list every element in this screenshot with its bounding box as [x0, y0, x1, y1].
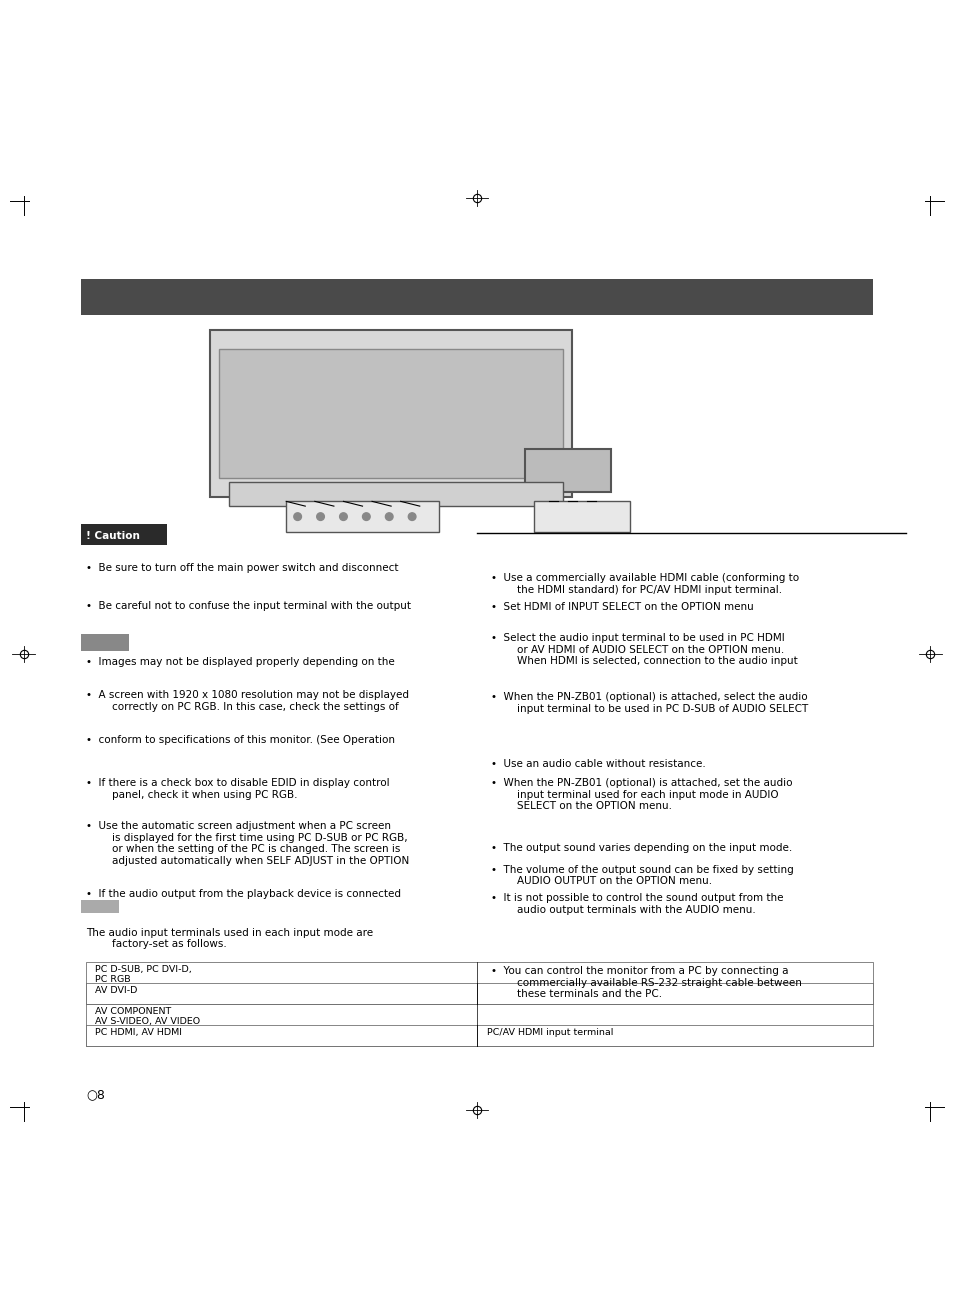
Bar: [86, 1005, 872, 1046]
Text: ! Caution: ! Caution: [86, 531, 139, 540]
Text: ○8: ○8: [86, 1088, 105, 1101]
Bar: [86, 1025, 872, 1046]
Text: •  When the PN-ZB01 (optional) is attached, select the audio
        input termi: • When the PN-ZB01 (optional) is attache…: [491, 692, 808, 714]
Circle shape: [316, 513, 324, 521]
Bar: [81, 634, 129, 651]
Text: •  The output sound varies depending on the input mode.: • The output sound varies depending on t…: [491, 842, 792, 853]
Text: •  The volume of the output sound can be fixed by setting
        AUDIO OUTPUT o: • The volume of the output sound can be …: [491, 865, 793, 887]
Circle shape: [385, 513, 393, 521]
Text: •  conform to specifications of this monitor. (See Operation: • conform to specifications of this moni…: [86, 735, 395, 746]
Circle shape: [362, 513, 370, 521]
Bar: [524, 449, 610, 492]
Text: •  Use an audio cable without resistance.: • Use an audio cable without resistance.: [491, 759, 705, 769]
Text: •  Set HDMI of INPUT SELECT on the OPTION menu: • Set HDMI of INPUT SELECT on the OPTION…: [491, 603, 753, 612]
Bar: [534, 501, 629, 532]
Text: PC HDMI, AV HDMI: PC HDMI, AV HDMI: [95, 1028, 182, 1037]
Bar: [210, 330, 572, 497]
Text: •  Select the audio input terminal to be used in PC HDMI
        or AV HDMI of A: • Select the audio input terminal to be …: [491, 633, 798, 666]
Text: •  A screen with 1920 x 1080 resolution may not be displayed
        correctly o: • A screen with 1920 x 1080 resolution m…: [86, 691, 409, 712]
Bar: [229, 483, 562, 506]
Text: •  Images may not be displayed properly depending on the: • Images may not be displayed properly d…: [86, 657, 395, 667]
Text: AV COMPONENT
AV S-VIDEO, AV VIDEO: AV COMPONENT AV S-VIDEO, AV VIDEO: [95, 1007, 200, 1027]
Bar: [219, 349, 562, 477]
Text: •  When the PN-ZB01 (optional) is attached, set the audio
        input terminal: • When the PN-ZB01 (optional) is attache…: [491, 778, 792, 811]
Text: •  Be sure to turn off the main power switch and disconnect: • Be sure to turn off the main power swi…: [86, 564, 398, 573]
Text: PC D-SUB, PC DVI-D,
PC RGB: PC D-SUB, PC DVI-D, PC RGB: [95, 965, 192, 985]
Text: •  If there is a check box to disable EDID in display control
        panel, che: • If there is a check box to disable EDI…: [86, 778, 389, 799]
Bar: [81, 279, 872, 315]
Circle shape: [408, 513, 416, 521]
Circle shape: [339, 513, 347, 521]
Text: •  If the audio output from the playback device is connected: • If the audio output from the playback …: [86, 888, 400, 899]
Circle shape: [294, 513, 301, 521]
Text: •  You can control the monitor from a PC by connecting a
        commercially av: • You can control the monitor from a PC …: [491, 965, 801, 999]
Bar: [86, 963, 872, 1005]
Bar: [86, 984, 872, 1005]
Text: •  Be careful not to confuse the input terminal with the output: • Be careful not to confuse the input te…: [86, 600, 411, 611]
Text: •  Use a commercially available HDMI cable (conforming to
        the HDMI stand: • Use a commercially available HDMI cabl…: [491, 573, 799, 595]
Bar: [286, 501, 438, 532]
Text: •  It is not possible to control the sound output from the
        audio output : • It is not possible to control the soun…: [491, 893, 783, 916]
Text: The audio input terminals used in each input mode are
        factory-set as fol: The audio input terminals used in each i…: [86, 927, 373, 950]
Bar: [81, 525, 167, 545]
Text: AV DVI-D: AV DVI-D: [95, 986, 137, 995]
Bar: [81, 900, 119, 913]
Text: •  Use the automatic screen adjustment when a PC screen
        is displayed for: • Use the automatic screen adjustment wh…: [86, 821, 409, 866]
Text: PC/AV HDMI input terminal: PC/AV HDMI input terminal: [486, 1028, 612, 1037]
